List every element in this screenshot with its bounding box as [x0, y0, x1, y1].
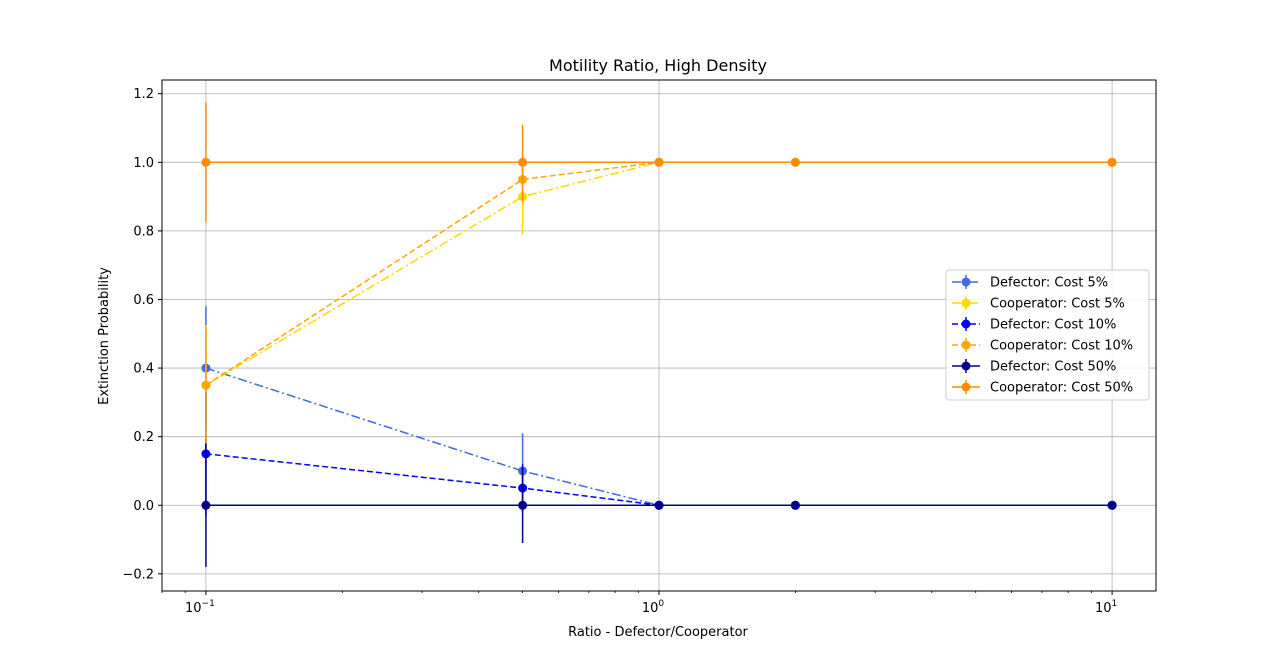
- series-layer: [201, 102, 1117, 567]
- x-tick-label: 100: [642, 599, 665, 616]
- y-tick-label: 0.6: [133, 293, 154, 308]
- data-point: [518, 500, 528, 510]
- legend-item: Cooperator: Cost 50%: [952, 380, 1133, 396]
- legend-label: Defector: Cost 5%: [990, 276, 1108, 291]
- y-tick-label: 0.2: [133, 430, 154, 445]
- y-axis: −0.2 0.0 0.2 0.4 0.6 0.8 1.0 1.2: [122, 87, 162, 582]
- x-tick-base: 10: [642, 601, 659, 616]
- legend-label: Cooperator: Cost 10%: [990, 339, 1133, 354]
- x-tick-base: 10: [185, 601, 202, 616]
- legend-marker: [961, 340, 971, 350]
- y-tick-label: 0.8: [133, 224, 154, 239]
- legend-marker: [961, 382, 971, 392]
- data-point: [201, 157, 211, 167]
- y-tick-label: 1.0: [133, 156, 154, 171]
- y-tick-label: 1.2: [133, 87, 154, 102]
- legend-label: Defector: Cost 10%: [990, 318, 1116, 333]
- data-point: [790, 157, 800, 167]
- y-tick-label: 0.0: [133, 499, 154, 514]
- series-5: [201, 443, 1117, 567]
- x-axis: 10−1 100 101: [161, 591, 1117, 616]
- legend-box: [945, 269, 1150, 401]
- legend: Defector: Cost 5% Cooperator: Cost 5% Defe…: [945, 269, 1150, 401]
- legend-label: Cooperator: Cost 5%: [990, 297, 1125, 312]
- y-tick-label: −0.2: [122, 567, 154, 582]
- data-point: [654, 157, 664, 167]
- legend-item: Cooperator: Cost 10%: [952, 338, 1133, 354]
- data-point: [518, 157, 528, 167]
- data-point: [790, 500, 800, 510]
- series-6: [201, 102, 1117, 223]
- legend-marker: [961, 277, 971, 287]
- legend-item: Defector: Cost 10%: [952, 317, 1116, 333]
- x-tick-label: 10−1: [185, 599, 215, 616]
- y-axis-label: Extinction Probability: [97, 267, 112, 405]
- legend-label: Cooperator: Cost 50%: [990, 381, 1133, 396]
- legend-marker: [961, 361, 971, 371]
- data-point: [1107, 157, 1117, 167]
- legend-label: Defector: Cost 50%: [990, 360, 1116, 375]
- data-point: [654, 500, 664, 510]
- x-tick-label: 101: [1095, 599, 1117, 616]
- legend-item: Cooperator: Cost 5%: [952, 296, 1125, 312]
- data-point: [201, 380, 211, 390]
- x-tick-base: 10: [1095, 601, 1112, 616]
- legend-marker: [961, 298, 971, 308]
- legend-item: Defector: Cost 50%: [952, 359, 1116, 375]
- y-tick-label: 0.4: [133, 362, 154, 377]
- x-tick-exponent: 1: [1111, 599, 1117, 609]
- data-point: [201, 500, 211, 510]
- x-axis-label: Ratio - Defector/Cooperator: [568, 625, 748, 640]
- data-point: [1107, 500, 1117, 510]
- x-tick-exponent: −1: [202, 599, 215, 609]
- x-tick-exponent: 0: [658, 599, 664, 609]
- legend-item: Defector: Cost 5%: [952, 275, 1108, 291]
- legend-marker: [961, 319, 971, 329]
- chart-title: Motility Ratio, High Density: [549, 56, 767, 75]
